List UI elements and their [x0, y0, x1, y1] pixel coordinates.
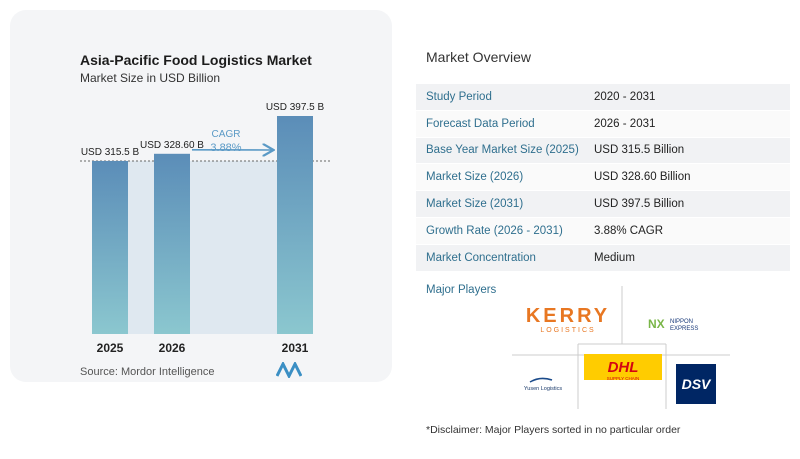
overview-value: Medium	[594, 251, 635, 264]
data-label-2026: USD 328.60 B	[140, 140, 204, 151]
overview-value: 3.88% CAGR	[594, 224, 664, 237]
overview-row: Market Concentration Medium	[416, 244, 790, 272]
dhl-supply-chain-logo: DHL SUPPLY CHAIN	[584, 354, 662, 381]
cagr-value: 3.88%	[210, 142, 241, 154]
market-size-chart: USD 315.5 B 2025 USD 328.60 B 2026 USD 397.5…	[80, 102, 330, 355]
overview-key: Market Size (2026)	[426, 171, 524, 184]
market-overview-title: Market Overview	[426, 49, 532, 65]
chart-title: Asia-Pacific Food Logistics Market	[80, 52, 312, 68]
svg-text:NIPPON: NIPPON	[670, 319, 693, 325]
overview-row: Forecast Data Period 2026 - 2031	[416, 110, 790, 138]
overview-key: Study Period	[426, 90, 492, 103]
disclaimer: *Disclaimer: Major Players sorted in no …	[426, 424, 681, 436]
x-tick-2031: 2031	[282, 341, 309, 355]
overview-key: Market Concentration	[426, 251, 536, 264]
major-players-grid: KERRY LOGISTICS NX NIPPON EXPRESS DHL SU…	[512, 286, 730, 409]
overview-value: 2026 - 2031	[594, 117, 656, 130]
svg-text:DSV: DSV	[682, 376, 712, 392]
mordor-logo-icon	[276, 362, 302, 378]
x-tick-2026: 2026	[159, 341, 186, 355]
bar-2025	[92, 160, 128, 334]
nippon-express-logo: NX NIPPON EXPRESS	[648, 317, 698, 332]
overview-row: Base Year Market Size (2025) USD 315.5 Bi…	[416, 137, 790, 165]
svg-text:LOGISTICS: LOGISTICS	[540, 327, 595, 334]
kerry-logistics-logo: KERRY LOGISTICS	[526, 305, 610, 334]
overview-key: Forecast Data Period	[426, 117, 535, 130]
svg-text:DHL: DHL	[608, 359, 639, 376]
svg-text:Yusen Logistics: Yusen Logistics	[524, 386, 562, 392]
svg-text:NX: NX	[648, 317, 665, 331]
overview-row: Market Size (2031) USD 397.5 Billion	[416, 191, 790, 218]
overview-key: Base Year Market Size (2025)	[426, 144, 579, 157]
overview-row: Growth Rate (2026 - 2031) 3.88% CAGR	[416, 217, 790, 245]
overview-key: Market Size (2031)	[426, 198, 524, 211]
data-label-2025: USD 315.5 B	[81, 147, 140, 158]
yusen-logistics-logo: Yusen Logistics	[524, 377, 562, 392]
chart-subtitle: Market Size in USD Billion	[80, 71, 221, 85]
overview-key: Growth Rate (2026 - 2031)	[426, 224, 563, 237]
overview-value: USD 328.60 Billion	[594, 171, 691, 184]
major-players-title: Major Players	[426, 284, 497, 296]
svg-text:KERRY: KERRY	[526, 305, 610, 327]
overview-value: 2020 - 2031	[594, 90, 656, 103]
bar-2026	[154, 153, 190, 334]
svg-text:SUPPLY CHAIN: SUPPLY CHAIN	[607, 376, 640, 381]
overview-value: USD 397.5 Billion	[594, 198, 685, 211]
svg-text:EXPRESS: EXPRESS	[670, 326, 698, 332]
dsv-logo: DSV	[676, 364, 716, 404]
cagr-highlight-area	[128, 160, 277, 334]
overview-row: Market Size (2026) USD 328.60 Billion	[416, 164, 790, 192]
overview-row: Study Period 2020 - 2031	[416, 84, 790, 111]
x-tick-2025: 2025	[97, 341, 124, 355]
data-label-2031: USD 397.5 B	[266, 102, 325, 113]
overview-value: USD 315.5 Billion	[594, 144, 685, 157]
source-note: Source: Mordor Intelligence	[80, 366, 215, 378]
market-overview-table: Study Period 2020 - 2031 Forecast Data Per…	[416, 84, 790, 272]
bar-2031	[277, 116, 313, 334]
cagr-label: CAGR	[212, 129, 241, 140]
